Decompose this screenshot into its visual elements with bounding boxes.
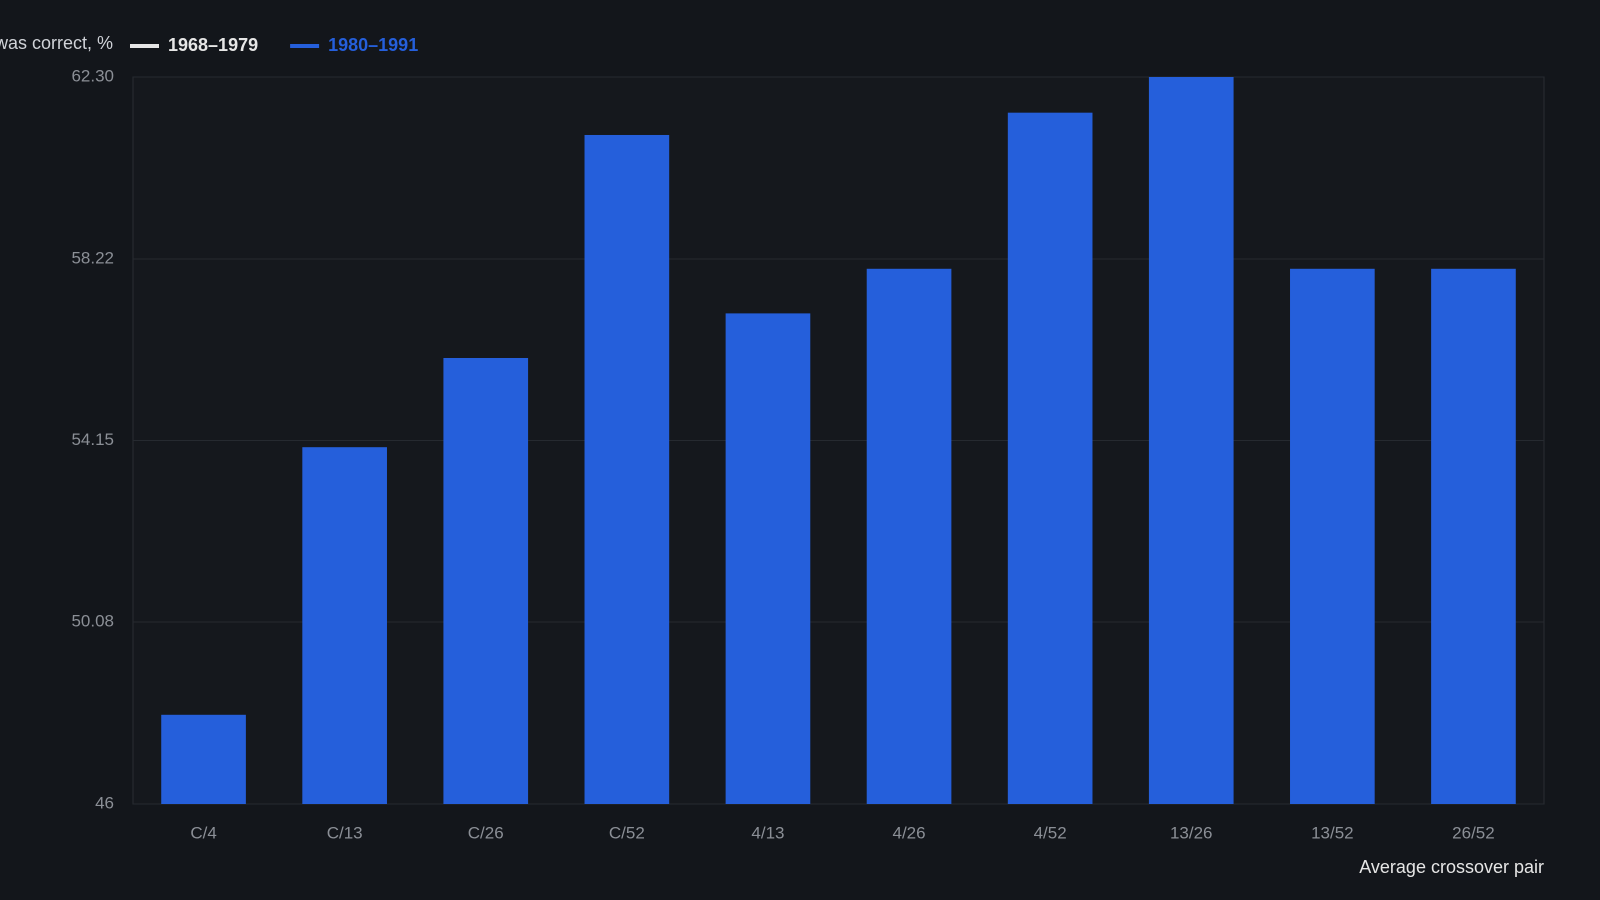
bar [302, 447, 387, 804]
x-tick-label: 13/26 [1170, 823, 1213, 842]
legend-label: 1980–1991 [328, 35, 418, 55]
bar [1431, 268, 1516, 804]
bar [725, 313, 811, 804]
x-tick-label: C/26 [468, 823, 504, 842]
x-axis-label: Average crossover pair [1359, 857, 1544, 877]
x-tick-label: 13/52 [1311, 823, 1354, 842]
bar [584, 134, 670, 805]
bar [443, 357, 529, 804]
bar [161, 714, 246, 804]
y-axis-label: was correct, % [0, 33, 113, 53]
bar [1007, 112, 1093, 805]
y-tick-label: 46 [95, 793, 114, 812]
y-tick-label: 58.22 [71, 248, 114, 267]
bar [866, 268, 952, 804]
x-tick-label: 4/52 [1034, 823, 1067, 842]
x-tick-label: C/4 [190, 823, 216, 842]
x-tick-label: 4/26 [893, 823, 926, 842]
bar [1148, 77, 1234, 804]
legend-label: 1968–1979 [168, 35, 258, 55]
x-tick-label: 26/52 [1452, 823, 1495, 842]
y-tick-label: 54.15 [71, 430, 114, 449]
y-tick-label: 50.08 [71, 612, 114, 631]
x-tick-label: 4/13 [751, 823, 784, 842]
bar [1290, 268, 1375, 804]
y-tick-label: 62.30 [71, 66, 114, 85]
x-tick-label: C/13 [327, 823, 363, 842]
x-tick-label: C/52 [609, 823, 645, 842]
